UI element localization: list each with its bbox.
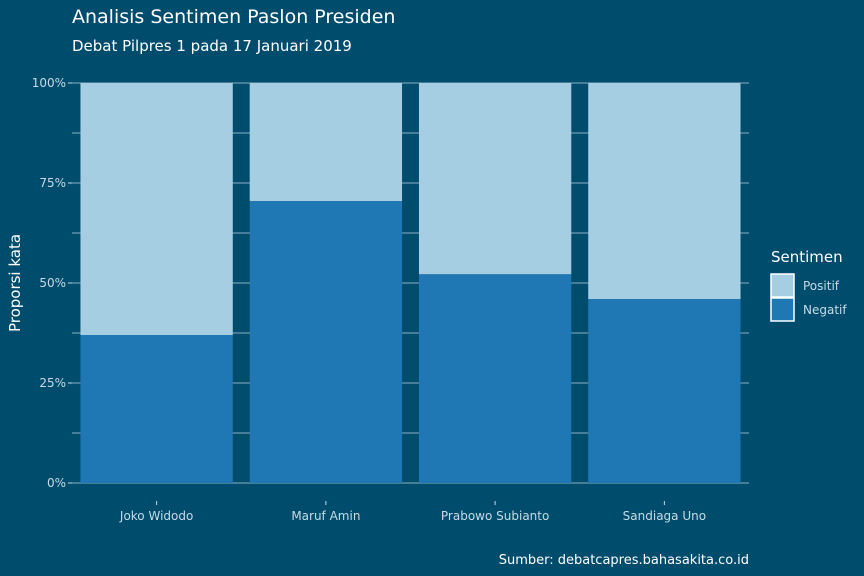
legend-label-negatif: Negatif bbox=[803, 303, 847, 317]
bar-positif-prabowo-subianto bbox=[418, 83, 572, 275]
y-axis-title: Proporsi kata bbox=[6, 234, 24, 332]
y-tick-label: 75% bbox=[39, 176, 66, 190]
legend-title: Sentimen bbox=[771, 248, 843, 266]
x-tick-label: Prabowo Subianto bbox=[441, 509, 549, 523]
chart-subtitle: Debat Pilpres 1 pada 17 Januari 2019 bbox=[72, 37, 352, 55]
bar-positif-maruf-amin bbox=[249, 83, 403, 201]
chart-title: Analisis Sentimen Paslon Presiden bbox=[72, 6, 395, 28]
legend-swatch-positif bbox=[770, 273, 795, 298]
legend: Sentimen Positif Negatif bbox=[770, 248, 847, 322]
bar-negatif-prabowo-subianto bbox=[418, 274, 572, 483]
bar-positif-joko-widodo bbox=[80, 83, 233, 335]
bar-positif-sandiaga-uno bbox=[588, 83, 741, 299]
chart-caption: Sumber: debatcapres.bahasakita.co.id bbox=[499, 553, 749, 568]
bar-negatif-maruf-amin bbox=[249, 201, 403, 483]
legend-swatch-negatif bbox=[770, 297, 795, 322]
bars bbox=[80, 83, 741, 483]
x-tick-label: Maruf Amin bbox=[291, 509, 360, 523]
x-axis: Joko Widodo Maruf Amin Prabowo Subianto San… bbox=[119, 501, 706, 523]
x-tick-label: Joko Widodo bbox=[119, 509, 193, 523]
legend-label-positif: Positif bbox=[803, 279, 840, 293]
bar-negatif-sandiaga-uno bbox=[588, 299, 741, 483]
bar-negatif-joko-widodo bbox=[80, 335, 233, 483]
y-tick-label: 0% bbox=[47, 476, 66, 490]
y-tick-label: 50% bbox=[39, 276, 66, 290]
x-tick-label: Sandiaga Uno bbox=[623, 509, 706, 523]
y-tick-label: 100% bbox=[32, 76, 66, 90]
y-tick-label: 25% bbox=[39, 376, 66, 390]
y-axis: 0% 25% 50% 75% 100% bbox=[32, 76, 72, 490]
